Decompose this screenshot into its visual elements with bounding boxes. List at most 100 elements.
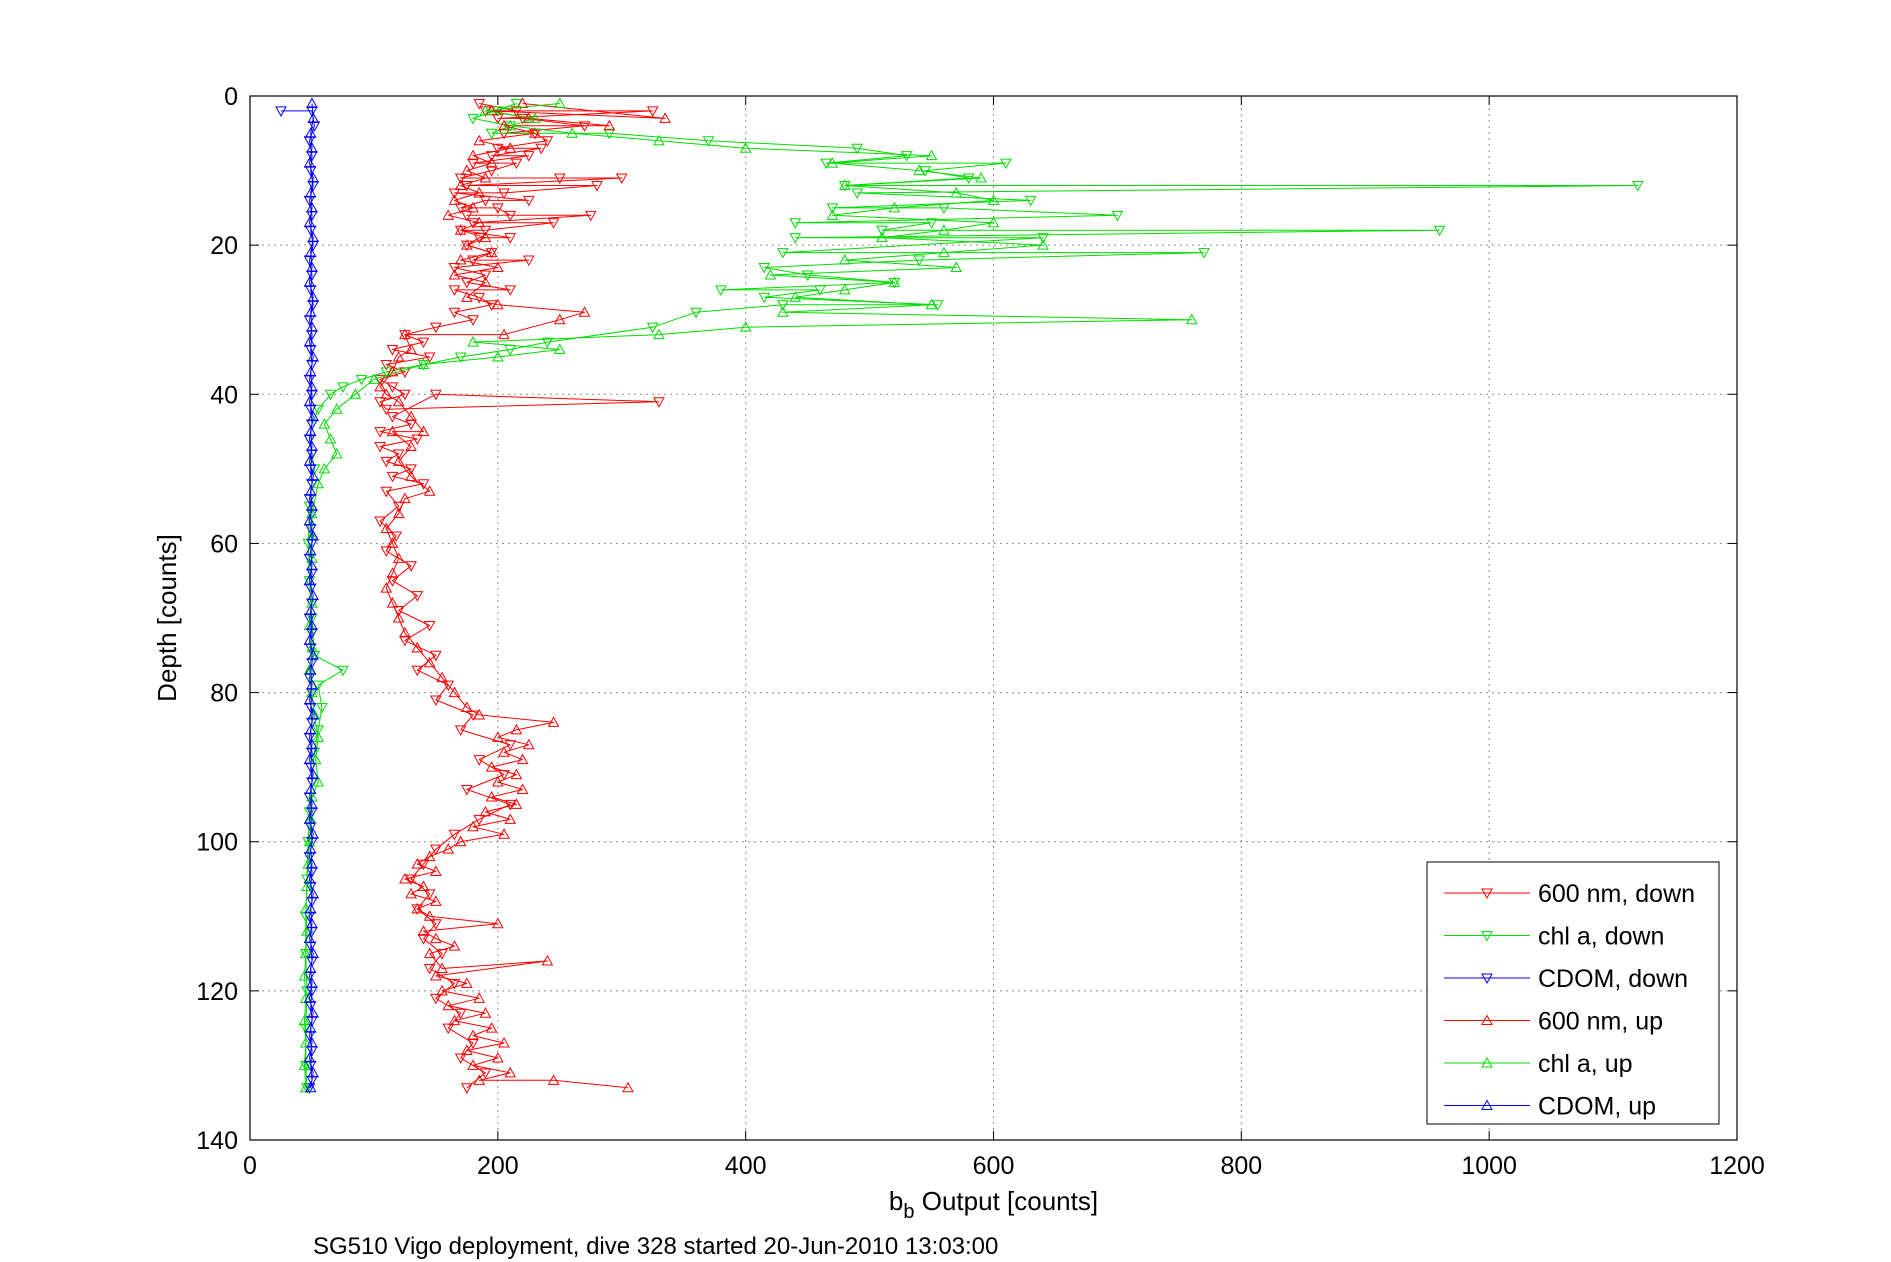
data-point — [498, 1037, 510, 1048]
data-point — [547, 716, 560, 727]
data-point — [275, 106, 287, 117]
data-point — [491, 917, 504, 929]
data-point — [510, 98, 523, 110]
data-point — [758, 292, 771, 304]
data-point — [374, 441, 386, 453]
data-point — [304, 843, 317, 854]
data-point — [461, 164, 473, 176]
data-point — [789, 291, 802, 302]
data-point — [308, 650, 321, 662]
data-point — [789, 218, 802, 229]
data-point — [776, 300, 789, 311]
data-point — [448, 978, 461, 990]
data-point — [1037, 239, 1049, 250]
data-point — [430, 844, 442, 856]
data-point — [461, 239, 473, 250]
data-point — [776, 248, 789, 259]
data-point — [306, 1016, 318, 1027]
data-point — [411, 858, 424, 869]
data-point — [838, 283, 851, 295]
data-point — [405, 464, 417, 475]
data-point — [473, 292, 486, 304]
data-point — [461, 785, 473, 796]
legend: 600 nm, down chl a, down CDOM, down 600 nm,… — [1426, 861, 1720, 1125]
data-point — [405, 874, 417, 886]
data-point — [303, 613, 316, 625]
data-point — [312, 404, 325, 416]
data-point — [318, 418, 331, 429]
data-point — [448, 285, 461, 296]
data-point — [516, 783, 529, 795]
data-point — [405, 561, 417, 572]
data-point — [436, 671, 448, 683]
data-point — [646, 322, 659, 334]
data-point — [491, 1051, 504, 1063]
legend-entry: CDOM, down — [1444, 965, 1688, 993]
series-line — [379, 103, 660, 1089]
data-point — [303, 1031, 316, 1042]
data-point — [307, 1007, 320, 1018]
data-point — [303, 455, 316, 466]
data-point — [386, 425, 399, 437]
legend-entry: CDOM, up — [1444, 1093, 1656, 1121]
data-point — [553, 313, 566, 325]
data-point — [900, 151, 913, 162]
series-cdom-down — [275, 106, 321, 1094]
data-point — [303, 494, 316, 505]
data-point — [303, 971, 316, 982]
data-point — [306, 270, 318, 282]
data-point — [454, 179, 467, 190]
data-point — [303, 753, 316, 765]
data-point — [758, 263, 771, 274]
data-point — [504, 210, 517, 222]
data-point — [461, 1083, 473, 1094]
data-point — [304, 604, 317, 616]
data-point — [1185, 313, 1198, 325]
data-point — [405, 410, 417, 422]
legend-marker — [1481, 888, 1493, 900]
legend-box — [1426, 861, 1720, 1125]
data-point — [467, 336, 479, 347]
data-point — [876, 225, 888, 237]
data-point — [374, 427, 386, 438]
data-point — [306, 419, 318, 431]
data-point — [399, 626, 411, 638]
data-point — [303, 872, 316, 884]
data-point — [430, 993, 442, 1005]
data-point — [467, 1038, 479, 1050]
data-point — [304, 127, 317, 138]
data-point — [368, 373, 380, 384]
data-point — [417, 880, 430, 891]
data-point — [504, 285, 517, 296]
x-axis-label: bb Output [counts] — [889, 1186, 1098, 1223]
data-point — [541, 954, 554, 966]
legend-marker — [1481, 973, 1493, 985]
data-point — [1000, 158, 1012, 170]
data-point — [307, 947, 320, 959]
data-point — [485, 128, 498, 140]
data-point — [392, 552, 405, 563]
data-point — [330, 403, 343, 414]
data-point — [299, 947, 312, 959]
data-point — [1433, 225, 1446, 237]
data-point — [312, 680, 325, 692]
data-point — [467, 1029, 479, 1041]
data-point — [374, 516, 386, 528]
data-point — [306, 1046, 318, 1057]
data-point — [498, 328, 510, 340]
data-point — [510, 158, 523, 170]
data-point — [380, 404, 393, 416]
series-600-nm-down — [374, 98, 665, 1094]
data-point — [591, 180, 603, 192]
data-point — [467, 255, 479, 267]
data-point — [430, 389, 442, 401]
y-tick-label: 140 — [196, 1127, 238, 1155]
data-point — [423, 963, 436, 975]
data-point — [386, 382, 399, 393]
data-point — [303, 136, 316, 147]
data-point — [423, 910, 436, 921]
data-point — [448, 268, 461, 280]
data-point — [306, 568, 318, 580]
data-point — [448, 686, 461, 698]
axis-ticks: 0 200 400 600 800 1000 1200 0 20 40 60 80 100 120 140 — [196, 83, 1765, 1180]
